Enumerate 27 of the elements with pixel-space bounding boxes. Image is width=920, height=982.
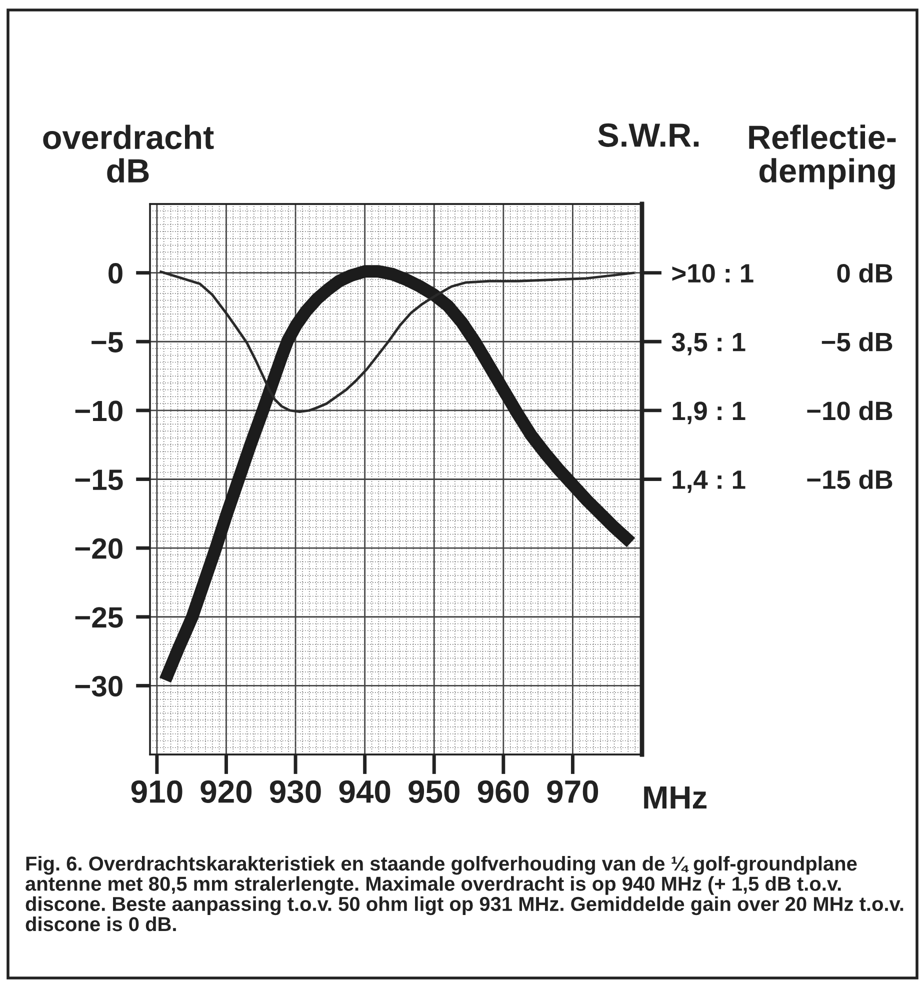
y-tick-label: −25 — [75, 607, 123, 628]
y-tick-label: −15 — [75, 470, 123, 490]
y3-tick-label: −5 dB — [822, 332, 892, 352]
y-tick-label: −20 — [75, 538, 122, 559]
x-tick-label: 930 — [270, 780, 321, 804]
y3-tick-label: −10 dB — [807, 400, 892, 420]
x-tick-label: 920 — [200, 780, 252, 803]
y-axis-title: overdracht dB — [43, 124, 214, 183]
caption: Fig. 6. Overdrachtskarakteristiek en staande golfverhouding van de ¼ golf-groundplane antenne met 80,5 mm stralerlengte. Maximale overdracht is op 940 MHz (+ 1,5 dB t.o.v. discone. Beste aanpassing t.o.v. 50 ohm ligt op 931 MHz. Gemiddelde gain over 20 MHz t.o.v. discone is 0 dB. — [26, 856, 904, 932]
y-tick-label: 0 — [108, 263, 122, 284]
x-tick-label: 950 — [408, 780, 460, 803]
y3-tick-label: 0 dB — [837, 263, 892, 283]
y-tick-label: −5 — [92, 332, 123, 352]
y3-tick-label: −15 dB — [807, 470, 892, 490]
y-tick-label: −30 — [75, 676, 122, 697]
x-tick-label: 970 — [547, 780, 598, 803]
category-label: >10 : 1 — [672, 264, 754, 283]
category-label: 1,4 : 1 — [672, 470, 746, 493]
y-tick-label: −10 — [75, 400, 122, 422]
category-label: 1,9 : 1 — [672, 402, 746, 424]
x-tick-label: 910 — [131, 780, 182, 803]
x-axis-title: MHz — [644, 786, 706, 808]
category-label: 3,5 : 1 — [672, 332, 746, 356]
x-tick-label: 940 — [339, 780, 390, 803]
y3-axis-title: Reflectie- demping — [749, 124, 896, 190]
x-tick-label: 960 — [478, 780, 529, 803]
y2-axis-title: S.W.R. — [598, 123, 699, 147]
